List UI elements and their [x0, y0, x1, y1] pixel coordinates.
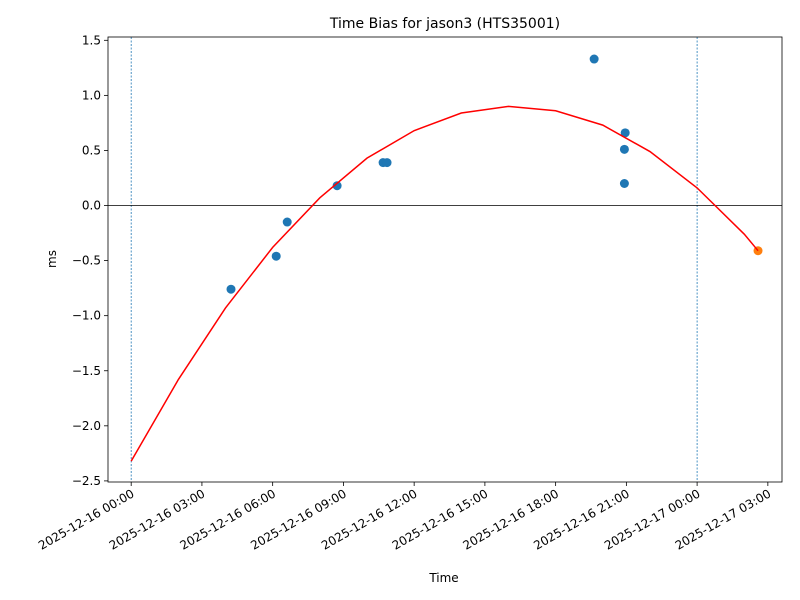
y-tick-label: 0.0 — [82, 199, 101, 213]
data-point — [589, 54, 599, 64]
data-point — [620, 128, 630, 138]
chart-title: Time Bias for jason3 (HTS35001) — [329, 16, 560, 32]
data-point — [282, 217, 292, 227]
y-tick-label: 0.5 — [82, 143, 101, 157]
y-axis-label: ms — [45, 250, 59, 268]
data-point — [619, 144, 629, 154]
x-axis-label: Time — [428, 571, 458, 585]
y-tick-label: −1.5 — [72, 364, 101, 378]
y-tick-label: −2.0 — [72, 419, 101, 433]
plot-frame — [107, 36, 783, 483]
y-tick-label: −0.5 — [72, 254, 101, 268]
y-tick-label: 1.0 — [82, 88, 101, 102]
data-point — [619, 178, 629, 188]
data-point — [382, 158, 392, 168]
data-point — [226, 284, 236, 294]
data-point — [332, 181, 342, 191]
data-point — [271, 251, 281, 261]
fit-curve — [130, 105, 759, 462]
y-tick-label: −1.0 — [72, 309, 101, 323]
y-tick-label: 1.5 — [82, 33, 101, 47]
y-tick-label: −2.5 — [72, 474, 101, 488]
